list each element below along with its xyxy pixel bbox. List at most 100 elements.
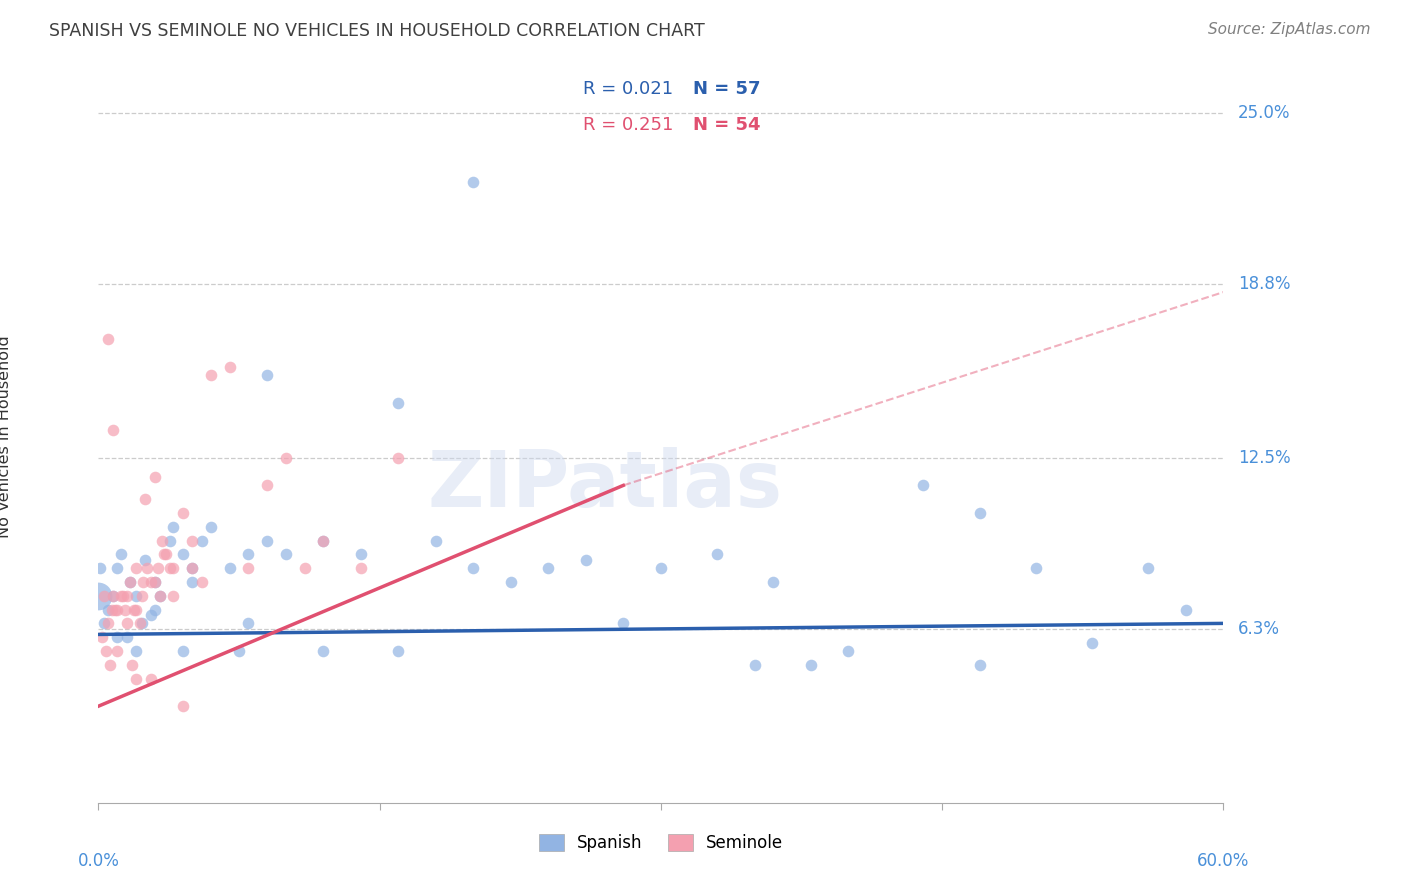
- Point: [425, 533, 447, 548]
- Text: ZIPatlas: ZIPatlas: [427, 448, 782, 524]
- Point: [190, 533, 212, 548]
- Point: [98, 657, 121, 672]
- Point: [274, 548, 297, 562]
- Point: [837, 644, 859, 658]
- Point: [969, 657, 991, 672]
- Point: [159, 533, 181, 548]
- Point: [89, 561, 111, 575]
- Text: 25.0%: 25.0%: [1239, 103, 1291, 122]
- Point: [105, 602, 128, 616]
- Point: [93, 616, 115, 631]
- Point: [103, 423, 125, 437]
- Point: [294, 561, 316, 575]
- Point: [1081, 636, 1104, 650]
- Point: [256, 478, 278, 492]
- Text: Source: ZipAtlas.com: Source: ZipAtlas.com: [1208, 22, 1371, 37]
- Point: [136, 561, 159, 575]
- Point: [139, 672, 162, 686]
- Point: [115, 630, 138, 644]
- Point: [350, 561, 373, 575]
- Point: [131, 616, 153, 631]
- Point: [744, 657, 766, 672]
- Point: [238, 561, 260, 575]
- Point: [131, 589, 153, 603]
- Point: [537, 561, 560, 575]
- Point: [121, 657, 143, 672]
- Text: R = 0.021: R = 0.021: [583, 80, 673, 98]
- Point: [312, 533, 335, 548]
- Point: [256, 368, 278, 382]
- Point: [128, 616, 150, 631]
- Point: [120, 574, 142, 589]
- Point: [125, 644, 148, 658]
- Point: [274, 450, 297, 465]
- Point: [1174, 602, 1197, 616]
- Point: [153, 548, 176, 562]
- Point: [312, 533, 335, 548]
- Point: [387, 450, 409, 465]
- Point: [312, 644, 335, 658]
- Point: [97, 616, 120, 631]
- Point: [105, 561, 128, 575]
- Point: [125, 672, 148, 686]
- Point: [122, 602, 145, 616]
- Point: [350, 548, 373, 562]
- Text: 6.3%: 6.3%: [1239, 620, 1281, 638]
- Text: SPANISH VS SEMINOLE NO VEHICLES IN HOUSEHOLD CORRELATION CHART: SPANISH VS SEMINOLE NO VEHICLES IN HOUSE…: [49, 22, 704, 40]
- Point: [499, 574, 522, 589]
- Point: [110, 548, 132, 562]
- Point: [172, 548, 194, 562]
- Point: [100, 602, 122, 616]
- Point: [134, 492, 156, 507]
- Point: [463, 175, 485, 189]
- Point: [143, 574, 166, 589]
- Point: [181, 561, 204, 575]
- Text: N = 54: N = 54: [693, 116, 761, 134]
- Point: [575, 553, 598, 567]
- Point: [143, 574, 166, 589]
- Point: [172, 699, 194, 714]
- Point: [132, 574, 155, 589]
- Point: [159, 561, 181, 575]
- Point: [190, 574, 212, 589]
- Point: [1025, 561, 1047, 575]
- Point: [612, 616, 634, 631]
- Point: [387, 395, 409, 409]
- Legend: Spanish, Seminole: Spanish, Seminole: [530, 825, 792, 860]
- Point: [162, 561, 184, 575]
- Point: [172, 644, 194, 658]
- Point: [91, 630, 114, 644]
- Point: [387, 644, 409, 658]
- Point: [463, 561, 485, 575]
- Point: [800, 657, 823, 672]
- Point: [125, 561, 148, 575]
- Point: [162, 520, 184, 534]
- Point: [94, 644, 117, 658]
- Text: N = 57: N = 57: [693, 80, 761, 98]
- Point: [650, 561, 672, 575]
- Text: R = 0.251: R = 0.251: [583, 116, 673, 134]
- Text: No Vehicles in Household: No Vehicles in Household: [0, 335, 13, 539]
- Point: [134, 553, 156, 567]
- Point: [762, 574, 785, 589]
- Point: [115, 616, 138, 631]
- Point: [114, 602, 136, 616]
- Point: [150, 533, 173, 548]
- Point: [111, 589, 134, 603]
- Point: [1137, 561, 1160, 575]
- Point: [97, 602, 120, 616]
- Point: [200, 368, 222, 382]
- Point: [200, 520, 222, 534]
- Point: [149, 589, 172, 603]
- Point: [149, 589, 172, 603]
- Text: 60.0%: 60.0%: [1197, 853, 1250, 871]
- Point: [228, 644, 250, 658]
- Point: [103, 589, 125, 603]
- Text: 18.8%: 18.8%: [1239, 275, 1291, 293]
- Point: [181, 533, 204, 548]
- Point: [105, 630, 128, 644]
- Point: [172, 506, 194, 520]
- Point: [143, 470, 166, 484]
- Text: 12.5%: 12.5%: [1239, 449, 1291, 467]
- Point: [105, 644, 128, 658]
